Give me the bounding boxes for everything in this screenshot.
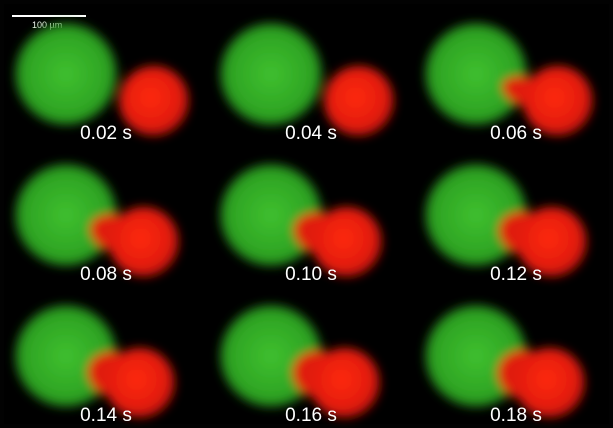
- green-droplet: [425, 23, 527, 125]
- green-droplet: [15, 23, 117, 125]
- time-label: 0.16 s: [285, 405, 337, 426]
- time-label: 0.10 s: [285, 264, 337, 285]
- time-label: 0.08 s: [80, 264, 132, 285]
- green-droplet: [15, 164, 117, 266]
- time-label: 0.02 s: [80, 123, 132, 144]
- micrograph-figure: 100 µm 0.02 s0.04 s0.06 s0.08 s0.10 s0.1…: [0, 0, 613, 428]
- panels: 0.02 s 0.04 s 0.06 s 0.08 s 0.10 s 0.12 s 0.14…: [15, 23, 593, 426]
- time-label: 0.14 s: [80, 405, 132, 426]
- green-droplet: [220, 23, 322, 125]
- time-label: 0.04 s: [285, 123, 337, 144]
- time-label: 0.18 s: [490, 405, 542, 426]
- time-label: 0.06 s: [490, 123, 542, 144]
- time-label: 0.12 s: [490, 264, 542, 285]
